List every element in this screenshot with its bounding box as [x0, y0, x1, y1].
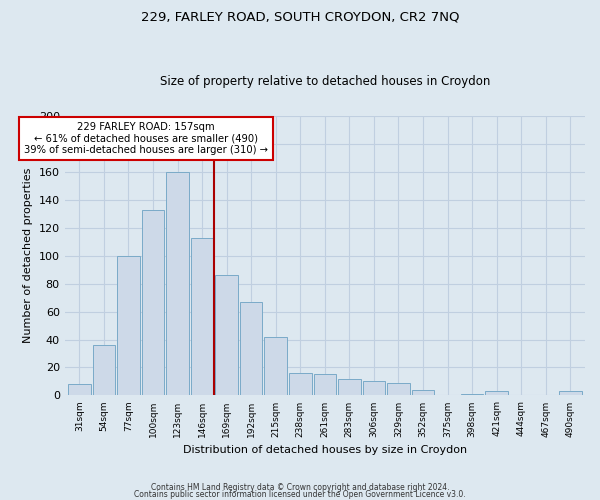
Bar	[485, 391, 508, 396]
X-axis label: Distribution of detached houses by size in Croydon: Distribution of detached houses by size …	[183, 445, 467, 455]
Bar	[215, 276, 238, 396]
Bar	[92, 345, 115, 396]
Bar	[289, 373, 311, 396]
Bar	[191, 238, 214, 396]
Bar	[265, 337, 287, 396]
Bar	[117, 256, 140, 396]
Bar	[387, 383, 410, 396]
Title: Size of property relative to detached houses in Croydon: Size of property relative to detached ho…	[160, 76, 490, 88]
Bar	[412, 390, 434, 396]
Bar	[362, 382, 385, 396]
Text: Contains public sector information licensed under the Open Government Licence v3: Contains public sector information licen…	[134, 490, 466, 499]
Y-axis label: Number of detached properties: Number of detached properties	[23, 168, 33, 344]
Bar	[314, 374, 336, 396]
Bar	[559, 391, 581, 396]
Text: 229, FARLEY ROAD, SOUTH CROYDON, CR2 7NQ: 229, FARLEY ROAD, SOUTH CROYDON, CR2 7NQ	[141, 10, 459, 23]
Text: 229 FARLEY ROAD: 157sqm
← 61% of detached houses are smaller (490)
39% of semi-d: 229 FARLEY ROAD: 157sqm ← 61% of detache…	[23, 122, 268, 155]
Text: Contains HM Land Registry data © Crown copyright and database right 2024.: Contains HM Land Registry data © Crown c…	[151, 484, 449, 492]
Bar	[240, 302, 262, 396]
Bar	[68, 384, 91, 396]
Bar	[166, 172, 189, 396]
Bar	[461, 394, 484, 396]
Bar	[338, 378, 361, 396]
Bar	[142, 210, 164, 396]
